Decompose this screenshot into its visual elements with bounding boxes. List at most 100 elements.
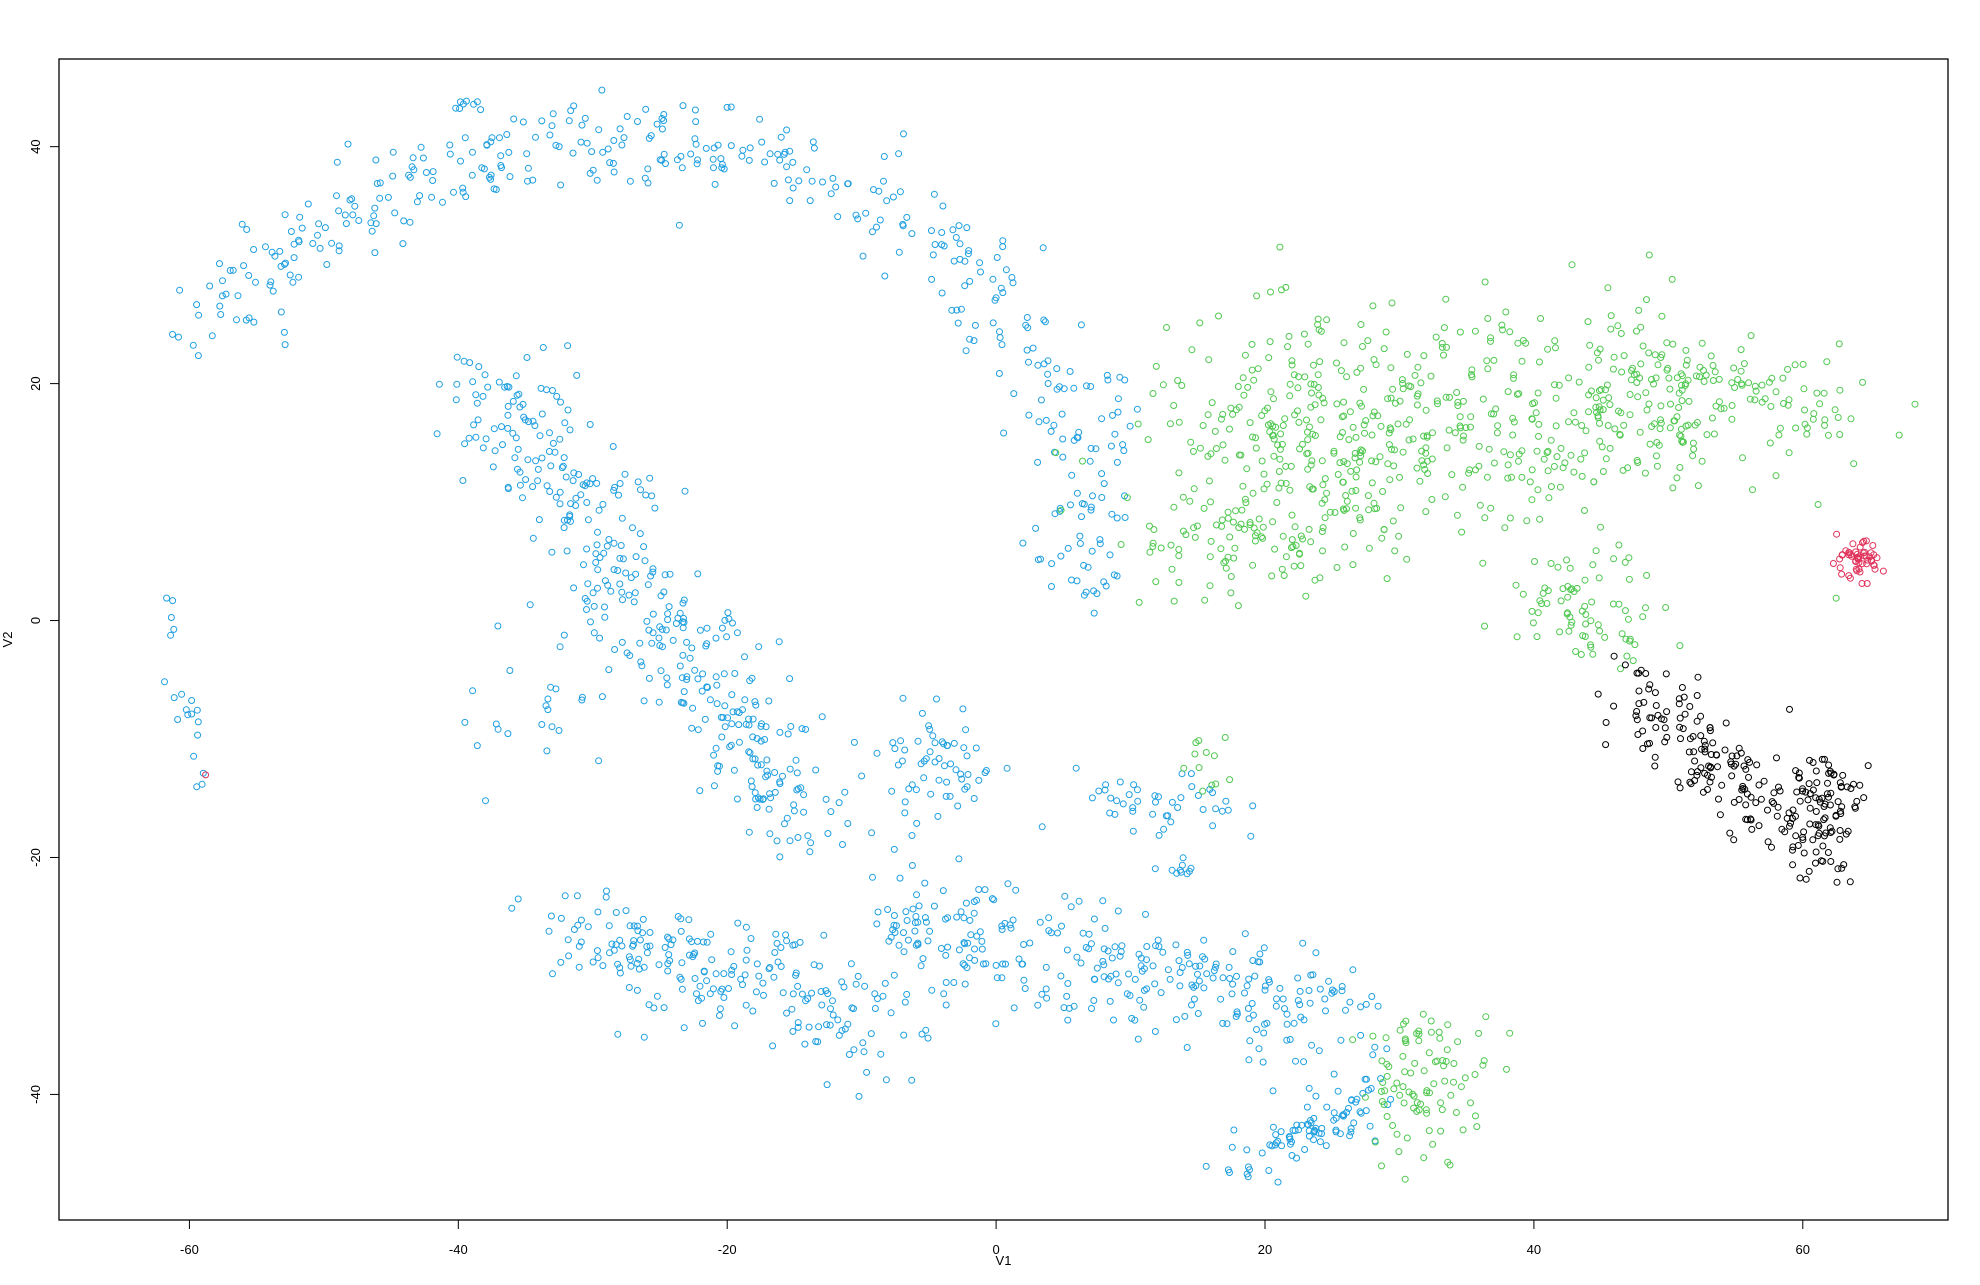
data-point: [766, 830, 774, 838]
data-point: [167, 631, 175, 639]
data-point: [453, 380, 461, 388]
data-point: [1816, 400, 1824, 408]
data-point: [1451, 429, 1459, 437]
data-point: [1246, 419, 1254, 427]
data-point: [1435, 1028, 1443, 1036]
data-point: [556, 435, 564, 443]
data-point: [827, 808, 835, 816]
data-point: [1377, 1088, 1385, 1095]
data-point: [1364, 492, 1372, 500]
data-point: [1722, 719, 1730, 727]
data-point: [588, 148, 596, 156]
data-point: [1510, 374, 1517, 382]
data-point: [966, 916, 974, 924]
data-point: [1669, 484, 1677, 492]
data-point: [651, 504, 659, 512]
data-point: [498, 423, 505, 431]
data-point: [902, 908, 910, 916]
data-point: [871, 1005, 879, 1012]
data-point: [405, 171, 413, 179]
data-point: [925, 722, 933, 730]
data-point: [702, 144, 710, 152]
data-point: [1100, 578, 1108, 586]
data-point: [1089, 492, 1096, 500]
data-point: [741, 971, 749, 979]
data-point: [764, 771, 772, 779]
data-point: [759, 796, 767, 803]
data-point: [1682, 380, 1690, 388]
data-point: [1706, 727, 1714, 735]
data-point: [1252, 444, 1260, 452]
data-point: [1371, 1138, 1379, 1146]
data-point: [1687, 768, 1695, 776]
data-point: [234, 292, 242, 300]
data-point: [539, 344, 547, 351]
data-point: [1212, 780, 1220, 788]
data-point: [1720, 404, 1728, 412]
data-point: [850, 1046, 858, 1054]
data-point: [1795, 769, 1803, 777]
data-point: [1227, 589, 1235, 597]
data-point: [918, 709, 926, 717]
data-point: [869, 873, 876, 881]
data-point: [1752, 387, 1760, 395]
data-point: [503, 131, 511, 138]
data-point: [1126, 422, 1134, 430]
data-point: [1258, 412, 1266, 419]
data-point: [646, 942, 654, 950]
data-point: [1745, 773, 1752, 781]
data-point: [1610, 652, 1618, 660]
data-point: [1305, 1127, 1313, 1135]
data-point: [1321, 475, 1329, 483]
data-point: [1321, 496, 1329, 504]
data-point: [784, 176, 792, 184]
data-point: [784, 730, 792, 738]
data-point: [1694, 482, 1702, 490]
data-point: [1481, 514, 1489, 522]
data-point: [1730, 364, 1738, 372]
data-point: [680, 596, 688, 604]
data-point: [823, 1021, 830, 1029]
data-point: [1090, 997, 1098, 1004]
data-point: [1827, 769, 1835, 777]
data-point: [1645, 685, 1653, 693]
data-point: [535, 516, 543, 524]
data-point: [1111, 810, 1119, 818]
data-point: [1498, 321, 1506, 329]
data-point: [953, 913, 961, 921]
data-point: [499, 441, 506, 449]
data-point: [1368, 457, 1376, 465]
data-point: [928, 986, 936, 994]
data-point: [1479, 559, 1487, 567]
data-point: [1866, 553, 1874, 561]
data-point: [1502, 308, 1510, 316]
data-point: [1351, 449, 1359, 457]
data-point: [194, 718, 202, 726]
data-point: [1785, 396, 1793, 404]
data-point: [1785, 449, 1793, 457]
data-point: [979, 960, 987, 968]
data-point: [1403, 1134, 1411, 1142]
data-point: [1634, 459, 1642, 466]
data-point: [573, 371, 581, 379]
data-point: [1219, 441, 1227, 449]
data-point: [1134, 786, 1141, 794]
data-point: [1614, 322, 1622, 330]
data-point: [1806, 756, 1813, 764]
data-point: [1113, 514, 1121, 522]
data-point: [1212, 960, 1220, 968]
data-point: [1399, 380, 1407, 387]
data-point: [748, 783, 756, 791]
data-point: [1288, 511, 1296, 519]
data-point: [721, 702, 729, 710]
data-point: [1859, 539, 1866, 547]
data-point: [633, 986, 641, 994]
data-point: [575, 963, 583, 971]
data-point: [1164, 966, 1172, 974]
data-point: [884, 906, 892, 913]
data-point: [1528, 466, 1536, 474]
data-point: [952, 234, 960, 241]
data-point: [1442, 393, 1450, 401]
data-point: [1394, 420, 1402, 428]
data-point: [1661, 738, 1669, 746]
